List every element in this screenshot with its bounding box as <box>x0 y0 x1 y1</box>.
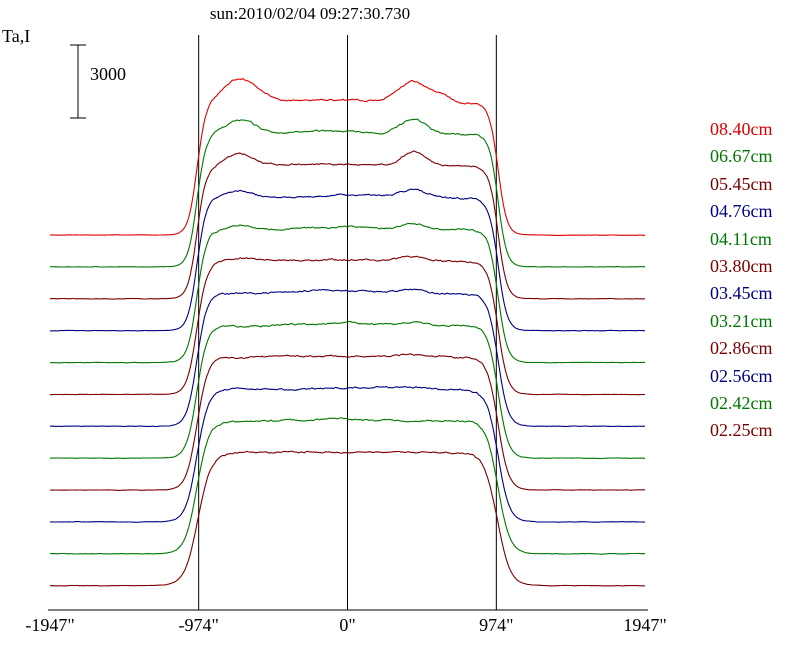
legend-item-06.67cm: 06.67cm <box>710 146 773 167</box>
legend-item-05.45cm: 05.45cm <box>710 173 773 194</box>
scan-curve-04.76cm <box>49 188 646 332</box>
x-tick-label-0: 0" <box>339 615 356 635</box>
legend-item-03.80cm: 03.80cm <box>710 255 773 276</box>
legend-item-02.86cm: 02.86cm <box>710 338 773 359</box>
wavelength-legend: 08.40cm 06.67cm 05.45cm 04.76cm 04.11cm 03.80… <box>710 116 773 445</box>
scan-curve-08.40cm <box>50 78 645 236</box>
scan-curve-04.11cm <box>49 222 646 364</box>
legend-item-04.76cm: 04.76cm <box>710 201 773 222</box>
legend-item-02.56cm: 02.56cm <box>710 365 773 386</box>
x-tick-label-974: 974" <box>479 615 514 635</box>
x-tick-label--1947: -1947" <box>25 615 75 635</box>
scan-curve-03.45cm <box>49 288 646 428</box>
legend-item-08.40cm: 08.40cm <box>710 119 773 139</box>
scan-curve-03.80cm <box>49 255 646 396</box>
legend-item-03.21cm: 03.21cm <box>710 310 773 331</box>
scale-bar-label: 3000 <box>90 64 126 84</box>
x-tick-label--974: -974" <box>178 615 219 635</box>
scan-curve-06.67cm <box>49 118 646 268</box>
scan-curve-02.86cm <box>49 353 645 491</box>
chart-title: sun:2010/02/04 09:27:30.730 <box>209 4 411 23</box>
scan-curve-02.25cm <box>49 450 645 587</box>
legend-item-04.11cm: 04.11cm <box>710 228 772 249</box>
scan-curve-03.21cm <box>49 320 646 460</box>
scan-curve-05.45cm <box>50 150 646 300</box>
scan-curve-02.56cm <box>49 385 646 523</box>
x-tick-label-1947: 1947" <box>623 615 667 635</box>
legend-item-03.45cm: 03.45cm <box>710 283 773 304</box>
scan-curve-02.42cm <box>49 417 646 555</box>
legend-item-02.42cm: 02.42cm <box>710 392 773 413</box>
legend-item-02.25cm: 02.25cm <box>710 420 773 441</box>
y-axis-label: Ta,I <box>2 26 31 46</box>
